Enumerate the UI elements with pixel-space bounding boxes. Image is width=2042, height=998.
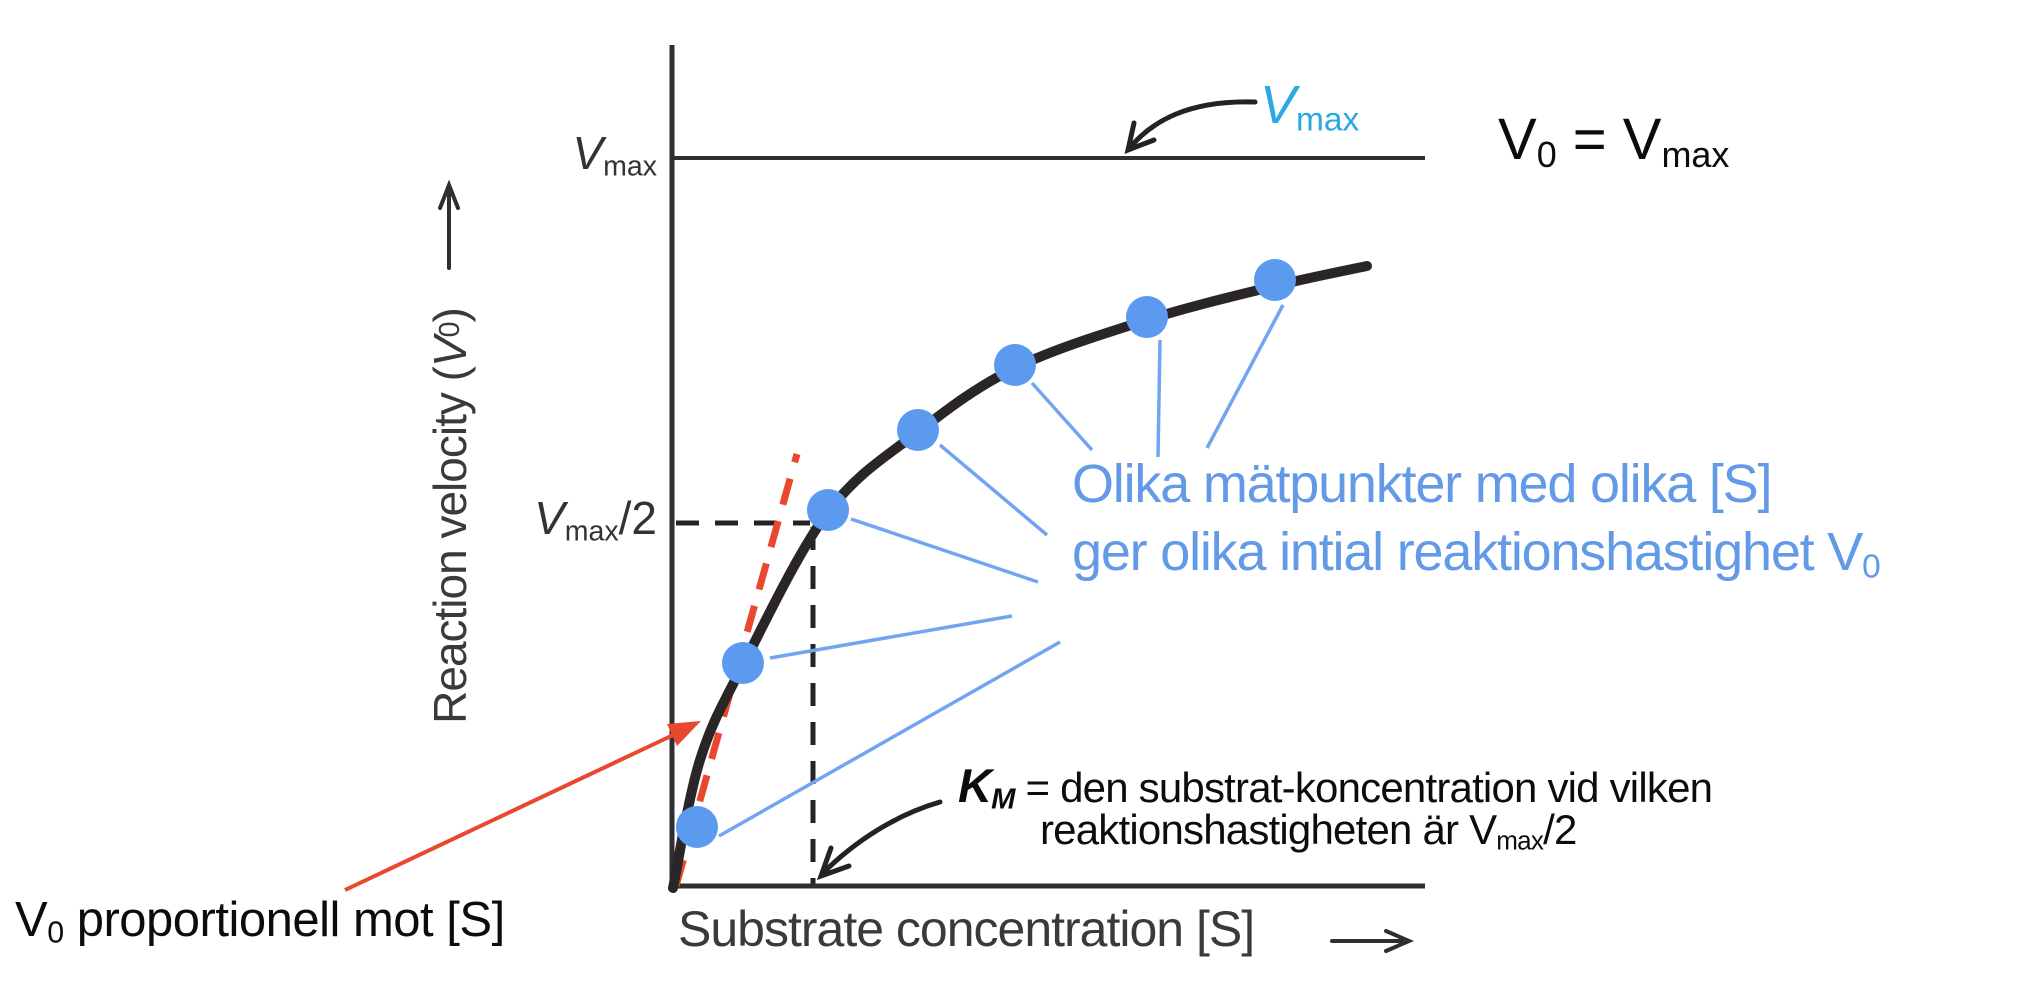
red-arrow-shaft [344,726,689,892]
vmax-callout-label: Vmax [1260,74,1359,139]
data-point-5 [994,344,1036,386]
v0-equals-vmax-label: V0 = Vmax [1498,106,1729,176]
y-axis-label-v-subscript: 0 [433,322,466,338]
connector-line-4 [938,443,1049,537]
km-arrow-shaft [819,799,943,877]
vmax-half-tick-label: Vmax/2 [457,491,657,548]
y-axis-arrow-icon [438,179,460,270]
measurement-points [676,259,1296,848]
km-note-divisor: /2 [1543,806,1577,853]
km-symbol-k: K [958,759,992,812]
vmax-callout-arrow-head-icon [1124,120,1157,155]
km-note-vmax-subscript: max [1496,825,1544,856]
equation-equals: = [1556,107,1623,172]
measurement-note-line1: Olika mätpunkter med olika [S] [1072,450,1880,518]
vmax-callout-v: V [1260,75,1297,135]
connector-line-3 [850,517,1039,584]
vmax-half-tick-v: V [534,492,565,544]
connector-line-1 [718,640,1061,838]
red-proportional-arrow [344,721,701,892]
data-point-7 [1254,259,1296,301]
vmax-tick-subscript: max [603,150,657,183]
proportional-note: V0 proportionell mot [S] [15,892,505,951]
connector-line-6 [1156,339,1162,458]
data-point-6 [1126,296,1168,338]
measurement-note-v0-subscript: 0 [1862,548,1881,586]
vmax-half-tick-divisor: /2 [618,492,657,544]
measurement-note-line1-text: Olika mätpunkter med olika [S] [1072,454,1773,514]
proportional-note-text: proportionell mot [S] [63,893,506,947]
km-note-line2-text: reaktionshastigheten är V [1040,806,1497,853]
vmax-callout-subscript: max [1296,101,1360,139]
proportional-note-subscript: 0 [47,915,64,950]
measurement-note: Olika mätpunkter med olika [S] ger olika… [1072,450,1881,589]
equation-vmax-subscript: max [1661,133,1730,175]
proportional-note-v: V [15,893,48,947]
connector-line-5 [1030,381,1094,452]
vmax-callout-arrow [1124,99,1258,155]
connector-line-2 [769,614,1013,660]
x-axis-label-text: Substrate concentration [S] [678,901,1255,957]
y-axis-label-v: V [424,337,476,368]
data-point-4 [897,409,939,451]
km-note-line1-text: = den substrat-koncentration vid vilken [1014,764,1713,811]
vmax-callout-arrow-shaft [1125,99,1258,153]
data-point-3 [807,489,849,531]
red-arrow-head-icon [667,721,701,746]
data-point-1 [676,806,718,848]
measurement-note-line2-text: ger olika intial reaktionshastighet V [1072,522,1863,583]
equation-v0: V [1498,107,1537,172]
measurement-note-line2: ger olika intial reaktionshastighet V0 [1072,518,1881,589]
vmax-half-tick-subscript: max [564,515,619,548]
x-axis-label: Substrate concentration [S] [678,900,1255,958]
km-symbol-subscript: M [991,783,1015,816]
km-note-line2: reaktionshastigheten är Vmax/2 [1040,806,1577,857]
connector-line-7 [1205,304,1285,449]
equation-v0-subscript: 0 [1536,133,1557,175]
x-axis-arrow-icon [1330,929,1415,953]
km-arrow [816,799,943,881]
km-note-line1: KM = den substrat-koncentration vid vilk… [958,758,1713,816]
equation-vmax: V [1622,107,1662,172]
connector-lines [718,304,1285,838]
y-axis-label-close: ) [424,308,476,323]
km-symbol: KM [958,759,1015,816]
km-arrow-head-icon [816,845,852,881]
vmax-tick-v: V [572,127,604,179]
vmax-tick-label: Vmax [457,126,657,183]
data-point-2 [722,642,764,684]
